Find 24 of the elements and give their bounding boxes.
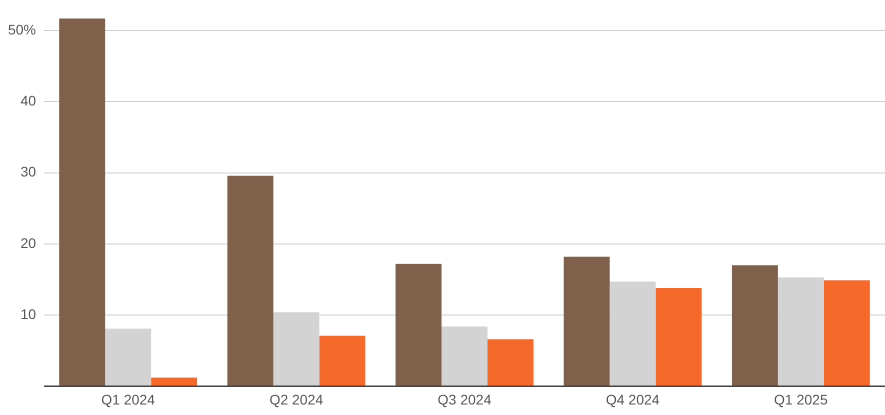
bar — [610, 282, 656, 386]
bar — [732, 265, 778, 386]
x-tick-label: Q3 2024 — [438, 391, 492, 408]
bar — [656, 288, 702, 386]
y-tick-label: 50% — [8, 21, 36, 38]
bar — [778, 277, 824, 386]
x-tick-label: Q1 2024 — [101, 391, 156, 408]
y-tick-label: 10 — [20, 306, 36, 322]
bar — [564, 256, 610, 386]
bar — [151, 378, 198, 386]
bar — [442, 326, 488, 386]
bar — [824, 280, 870, 386]
bar — [227, 176, 274, 386]
x-tick-label: Q1 2025 — [774, 391, 828, 408]
bar — [487, 339, 534, 386]
x-tick-label: Q2 2024 — [269, 391, 324, 408]
y-tick-label: 30 — [20, 164, 36, 180]
x-tick-label: Q4 2024 — [606, 391, 660, 408]
bar — [59, 18, 106, 386]
bar — [396, 264, 442, 386]
y-tick-label: 20 — [20, 234, 36, 251]
bar — [319, 336, 366, 386]
y-tick-label: 40 — [20, 92, 36, 109]
bar — [105, 328, 152, 386]
